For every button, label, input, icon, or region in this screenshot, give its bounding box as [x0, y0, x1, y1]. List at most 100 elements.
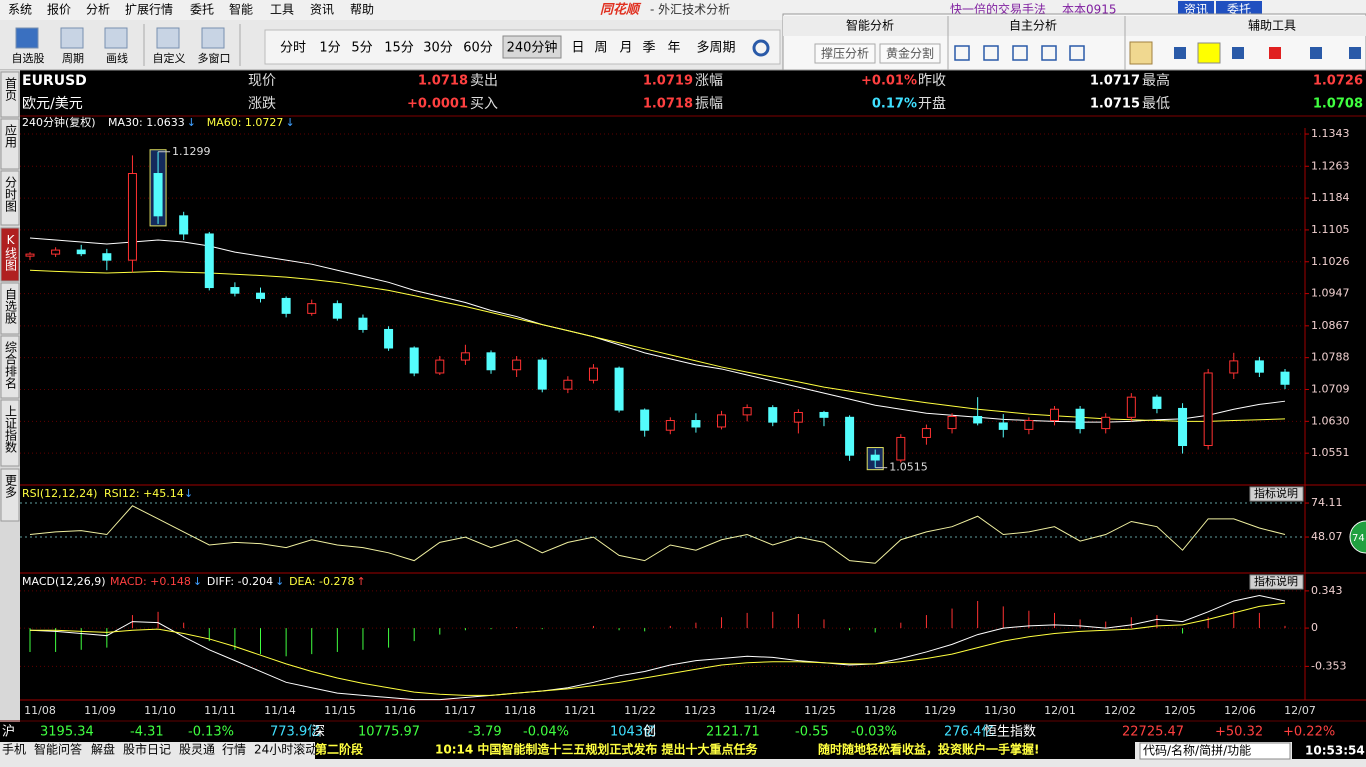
- news-item[interactable]: 10:14 中国智能制造十三五规划正式发布 提出十大重点任务: [435, 742, 759, 757]
- period-button[interactable]: 多周期: [696, 40, 735, 56]
- menu-item[interactable]: 资讯: [310, 3, 334, 17]
- top-button-label[interactable]: 委托: [1227, 3, 1251, 17]
- sidebar-tab-label[interactable]: 分时图: [4, 176, 18, 212]
- panel-button-label[interactable]: 撑压分析: [821, 46, 869, 61]
- sidebar-tab-label[interactable]: 自选股: [4, 288, 18, 325]
- status-link[interactable]: 手机: [2, 743, 26, 757]
- ticker-item: 3195.34: [40, 725, 94, 740]
- panel-tab[interactable]: 辅助工具: [1248, 19, 1296, 33]
- status-link[interactable]: 24小时滚动: [254, 742, 317, 757]
- explain-button-label[interactable]: 指标说明: [1254, 486, 1298, 500]
- cursor-tool[interactable]: [1129, 41, 1153, 65]
- draw-tool[interactable]: [983, 45, 999, 61]
- status-link[interactable]: 股灵通: [179, 743, 215, 757]
- search-box[interactable]: [1139, 742, 1291, 760]
- period-button[interactable]: 年: [667, 41, 680, 56]
- period-button[interactable]: 分时: [280, 41, 306, 56]
- menu-item[interactable]: 工具: [270, 3, 294, 17]
- toolbar-label[interactable]: 周期: [62, 52, 84, 65]
- panel-header: [783, 16, 1366, 36]
- toolbar-icon[interactable]: [60, 27, 84, 49]
- ad-text[interactable]: 快一倍的交易手法: [950, 2, 1046, 17]
- period-button[interactable]: 周: [594, 41, 607, 56]
- status-link[interactable]: 股市日记: [123, 742, 171, 757]
- aux-tool[interactable]: [1174, 47, 1186, 59]
- color-tool[interactable]: [1197, 42, 1221, 64]
- sidebar-tab[interactable]: [0, 468, 20, 522]
- draw-tool[interactable]: [1012, 45, 1028, 61]
- panel-tab[interactable]: 智能分析: [846, 18, 894, 33]
- sidebar-tab[interactable]: [0, 170, 20, 226]
- panel-button[interactable]: [879, 43, 941, 64]
- aux-tool[interactable]: [1310, 47, 1322, 59]
- toolbar-label[interactable]: 自选股: [12, 52, 45, 65]
- top-button-label[interactable]: 资讯: [1184, 3, 1208, 17]
- period-button[interactable]: 日: [571, 41, 584, 56]
- ticker-item: 276.4亿: [944, 725, 994, 740]
- toolbar-icon[interactable]: [201, 27, 225, 49]
- panel-button-label[interactable]: 黄金分割: [886, 46, 934, 61]
- date-label: 11/24: [744, 704, 776, 717]
- menu-item[interactable]: 智能: [229, 2, 253, 17]
- candle-body: [896, 436, 906, 461]
- menu-item[interactable]: 扩展行情: [125, 3, 173, 17]
- toolbar-icon[interactable]: [104, 27, 128, 49]
- candle-body: [256, 292, 266, 299]
- period-button[interactable]: 1分: [319, 41, 340, 56]
- menu-item[interactable]: 委托: [190, 3, 214, 17]
- candle-body: [1152, 396, 1162, 409]
- aux-tool[interactable]: [1269, 47, 1281, 59]
- aux-tool[interactable]: [1232, 47, 1244, 59]
- draw-tool[interactable]: [1069, 45, 1085, 61]
- sidebar-tab[interactable]: [0, 399, 20, 467]
- ma-label: MA60: 1.0727: [207, 116, 284, 129]
- sidebar-tab-label[interactable]: K线图: [4, 233, 18, 271]
- ticker-item: 创: [643, 725, 656, 740]
- sidebar-tab-label[interactable]: 应用: [4, 123, 18, 149]
- panel-button[interactable]: [814, 43, 876, 64]
- period-button[interactable]: 月: [619, 41, 632, 56]
- toolbar-label[interactable]: 画线: [106, 51, 128, 65]
- sidebar-tab-label[interactable]: 上证指数: [4, 405, 18, 454]
- draw-tool[interactable]: [1041, 45, 1057, 61]
- news-item[interactable]: 随时随地轻松看收益，投资账户一手掌握!: [818, 742, 1039, 757]
- period-button[interactable]: 季: [642, 41, 655, 56]
- explain-button-label[interactable]: 指标说明: [1254, 574, 1298, 588]
- menu-item[interactable]: 报价: [47, 2, 71, 17]
- sidebar-tab[interactable]: [0, 227, 20, 282]
- candle-body: [409, 347, 419, 374]
- sidebar-tab[interactable]: [0, 282, 20, 335]
- toolbar-label[interactable]: 自定义: [153, 51, 186, 65]
- date-label: 11/28: [864, 704, 896, 717]
- period-button[interactable]: 5分: [351, 41, 372, 56]
- period-button[interactable]: 60分: [463, 41, 493, 56]
- menu-item[interactable]: 系统: [8, 3, 32, 17]
- sidebar-tab[interactable]: [0, 118, 20, 170]
- date-label: 11/09: [84, 704, 116, 717]
- sidebar-tab-label[interactable]: 更多: [4, 474, 18, 499]
- news-item[interactable]: 第二阶段: [315, 742, 364, 757]
- period-button[interactable]: 30分: [423, 41, 453, 56]
- explain-button[interactable]: [1249, 486, 1304, 502]
- aux-tool[interactable]: [1349, 47, 1361, 59]
- status-link[interactable]: 行情: [222, 743, 246, 757]
- status-link[interactable]: 解盘: [91, 742, 115, 757]
- sidebar-tab[interactable]: [0, 335, 20, 399]
- settings-icon[interactable]: [752, 39, 770, 57]
- sidebar-tab-label[interactable]: 综合排名: [4, 341, 18, 389]
- toolbar-label[interactable]: 多窗口: [198, 51, 231, 65]
- period-button[interactable]: 240分钟: [507, 40, 558, 56]
- status-link[interactable]: 智能问答: [34, 742, 82, 757]
- draw-tool[interactable]: [954, 45, 970, 61]
- sidebar-tab[interactable]: [0, 71, 20, 118]
- explain-button[interactable]: [1249, 574, 1304, 590]
- search-placeholder[interactable]: 代码/名称/简拼/功能: [1143, 743, 1251, 758]
- clock-area: [1292, 742, 1366, 759]
- sidebar-tab-label[interactable]: 首页: [4, 77, 18, 102]
- menu-item[interactable]: 分析: [86, 3, 110, 17]
- period-button[interactable]: 15分: [384, 41, 414, 56]
- toolbar-icon[interactable]: [15, 27, 39, 49]
- panel-tab[interactable]: 自主分析: [1009, 19, 1057, 33]
- menu-item[interactable]: 帮助: [350, 3, 374, 17]
- toolbar-icon[interactable]: [156, 27, 180, 49]
